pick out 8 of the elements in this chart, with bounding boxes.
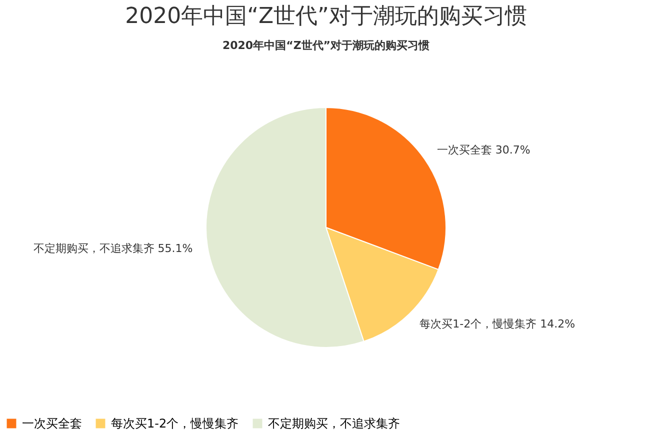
chart-subtitle: 2020年中国“Z世代”对于潮玩的购买习惯 (222, 39, 430, 52)
chart-title: 2020年中国“Z世代”对于潮玩的购买习惯 (125, 4, 527, 29)
category-label: 不定期购买，不追求集齐 55.1% (33, 242, 193, 256)
legend-label: 不定期购买，不追求集齐 (268, 416, 400, 431)
legend-label: 一次买全套 (22, 416, 82, 431)
category-label: 一次买全套 30.7% (436, 144, 530, 157)
legend-label: 每次买1-2个，慢慢集齐 (111, 416, 239, 431)
category-label: 每次买1-2个，慢慢集齐 14.2% (420, 318, 576, 331)
